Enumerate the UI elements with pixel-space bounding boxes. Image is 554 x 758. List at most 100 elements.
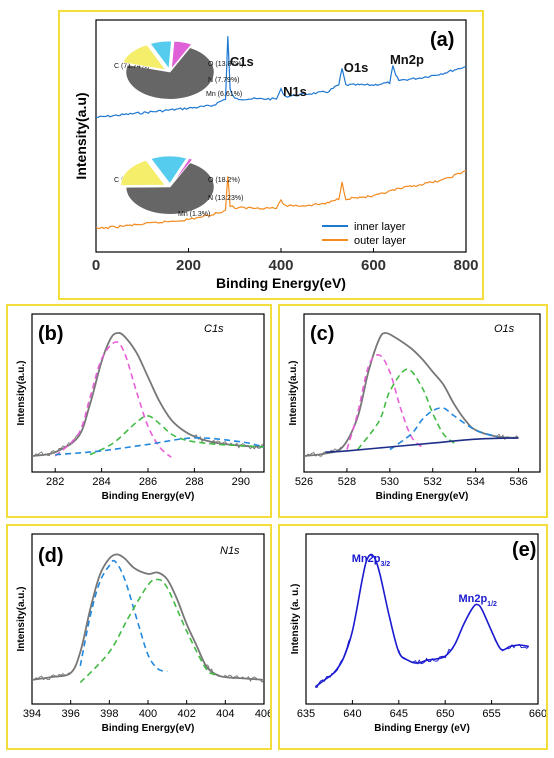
peak-label-a-3: Mn2p [390, 52, 424, 67]
series-a-0 [96, 36, 467, 118]
x-tick-label-c-0: 526 [295, 476, 313, 488]
series-d-0-smooth [31, 553, 265, 681]
x-tick-label-b-4: 290 [232, 476, 250, 488]
chart-c: 526 528 530 532 534 536 Binding Energy(eV) Inte… [288, 313, 541, 502]
peak-label-e-0: Mn2p3/2 [352, 553, 391, 568]
spectrum-title-b: C1s [204, 323, 224, 335]
pie-slice-a-1-2 [150, 155, 188, 184]
x-tick-label-d-6: 406 [255, 708, 270, 720]
x-tick-label-a-2: 400 [268, 257, 293, 274]
pie-label-a-0-1: O (13.87%) [208, 61, 244, 68]
spectrum-title-c: O1s [494, 323, 515, 335]
pie-label-a-0-3: Mn (6.61%) [206, 91, 242, 98]
series-b-3 [55, 437, 265, 456]
x-axis-label-a: Binding Energy(eV) [216, 275, 346, 291]
x-tick-label-b-0: 282 [46, 476, 64, 488]
x-tick-label-c-3: 532 [424, 476, 442, 488]
plot-frame-c [303, 313, 541, 473]
x-tick-label-c-1: 528 [338, 476, 356, 488]
series-c-0-noise-left [303, 446, 343, 457]
x-tick-label-d-4: 402 [177, 708, 195, 720]
x-tick-label-d-2: 398 [100, 708, 118, 720]
pie-label-a-1-3: Mn (1.3%) [178, 211, 210, 218]
series-e-0-smooth [314, 553, 529, 688]
x-axis-label-b: Binding Energy(eV) [102, 491, 195, 502]
x-tick-label-b-1: 284 [92, 476, 110, 488]
series-c-4 [325, 437, 519, 453]
pie-slice-a-1-1 [120, 160, 166, 186]
series-b-2 [89, 415, 265, 456]
y-axis-label-e: Intensity (a. u.) [290, 584, 301, 655]
x-tick-label-e-4: 655 [482, 708, 500, 720]
series-b-0-smooth [31, 332, 265, 457]
x-tick-label-d-5: 404 [216, 708, 234, 720]
y-axis-label-a: Intensity(a.u) [73, 92, 89, 179]
pie-label-a-1-1: O (18.2%) [208, 177, 240, 184]
x-tick-label-a-1: 200 [176, 257, 201, 274]
x-tick-label-a-4: 800 [453, 257, 478, 274]
series-d-0-noise-left [31, 672, 71, 681]
series-c-2 [356, 368, 455, 451]
x-tick-label-d-3: 400 [139, 708, 157, 720]
x-tick-label-c-4: 534 [466, 476, 484, 488]
x-tick-label-b-3: 288 [185, 476, 203, 488]
peak-label-sub-e-0: 3/2 [380, 561, 390, 568]
legend-label-a-1: outer layer [354, 235, 406, 247]
x-tick-label-c-2: 530 [381, 476, 399, 488]
y-axis-label-c: Intensity(a.u.) [288, 360, 299, 425]
series-d-0-noise-right [205, 664, 265, 683]
pie-slice-a-1-3 [172, 158, 193, 184]
plot-frame-b [31, 313, 265, 473]
x-tick-label-a-3: 600 [361, 257, 386, 274]
panel-label-a: (a) [430, 29, 454, 51]
series-c-1 [346, 354, 423, 450]
panel-e: 635 640 645 650 655 660 Binding Energy (eV) Int… [278, 524, 548, 750]
x-axis-label-d: Binding Energy(eV) [102, 723, 195, 734]
x-axis-label-e: Binding Energy (eV) [374, 723, 470, 734]
x-tick-label-c-5: 536 [509, 476, 527, 488]
pie-slice-a-0-0 [125, 47, 215, 100]
panel-c: 526 528 530 532 534 536 Binding Energy(eV) Inte… [278, 304, 548, 518]
panel-label-c: (c) [310, 323, 334, 345]
pie-slice-a-0-2 [149, 40, 172, 70]
pie-label-a-0-2: N (7.79%) [208, 77, 240, 84]
series-e-0-noise-1 [398, 644, 455, 665]
series-d-2 [79, 578, 217, 684]
pie-label-a-1-2: N (13.23%) [208, 195, 243, 202]
x-axis-label-c: Binding Energy(eV) [376, 491, 469, 502]
chart-a: 0 200 400 600 800 Binding Energy(eV) Intensity… [73, 19, 479, 291]
x-tick-label-d-1: 396 [61, 708, 79, 720]
x-tick-label-e-5: 660 [529, 708, 546, 720]
x-tick-label-b-2: 286 [139, 476, 157, 488]
panel-b: 282 284 286 288 290 Binding Energy(eV) Intensi… [6, 304, 272, 518]
panel-label-e: (e) [512, 539, 536, 561]
series-e-0-noise-2 [491, 631, 530, 652]
plot-frame-e [305, 533, 539, 705]
series-c-3 [389, 407, 498, 451]
series-b-0-noise-left [31, 434, 79, 457]
y-axis-label-d: Intensity(a.u.) [16, 586, 27, 651]
pie-slice-a-1-0 [125, 162, 215, 215]
legend-label-a-0: inner layer [354, 221, 406, 233]
pie-slice-a-0-1 [122, 44, 167, 71]
x-tick-label-e-3: 650 [436, 708, 454, 720]
y-axis-label-b: Intensity(a.u.) [16, 360, 27, 425]
series-e-0-noise-0 [315, 630, 353, 689]
series-d-1 [79, 559, 168, 673]
chart-e: 635 640 645 650 655 660 Binding Energy (eV) Int… [290, 533, 547, 734]
peak-label-a-0: C1s [230, 54, 254, 69]
x-tick-label-e-1: 640 [343, 708, 361, 720]
pie-slice-a-0-3 [171, 40, 193, 70]
panel-label-d: (d) [38, 545, 64, 567]
plot-frame-d [31, 533, 265, 705]
pie-label-a-0-0: C (71.74%) [114, 63, 149, 70]
spectrum-title-d: N1s [220, 545, 240, 557]
panel-d: 394 396 398 400 402 404 406 Binding Energy(eV) I… [6, 524, 273, 750]
chart-d: 394 396 398 400 402 404 406 Binding Energy(eV) I… [16, 533, 273, 734]
x-tick-label-d-0: 394 [23, 708, 41, 720]
series-a-1 [95, 170, 467, 230]
x-tick-label-e-0: 635 [297, 708, 315, 720]
peak-label-a-2: O1s [344, 60, 369, 75]
peak-label-sub-e-1: 1/2 [487, 601, 497, 608]
chart-b: 282 284 286 288 290 Binding Energy(eV) Intensi… [16, 313, 265, 502]
